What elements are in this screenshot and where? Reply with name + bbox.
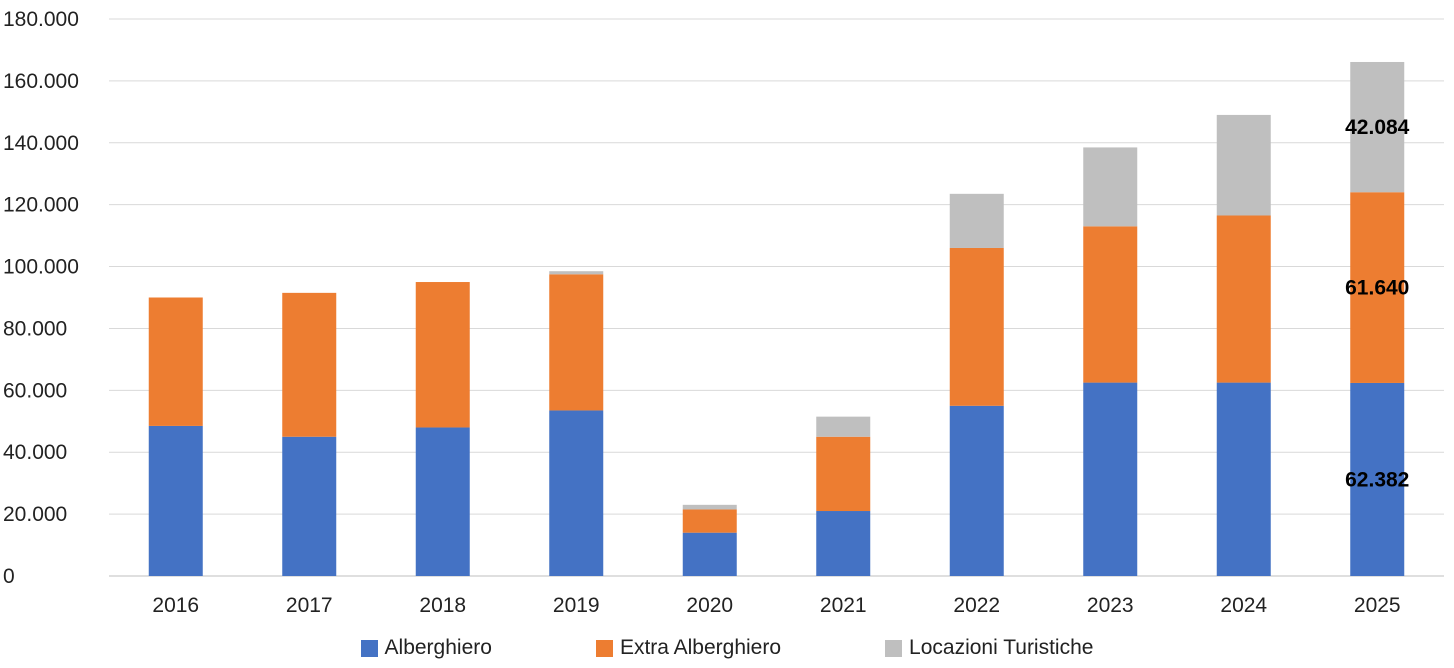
y-tick-label: 180.000 — [3, 8, 79, 31]
x-tick-label: 2020 — [686, 594, 733, 617]
bar-alberghiero-2016 — [148, 425, 203, 576]
bar-extra-alberghiero-2024 — [1216, 215, 1271, 383]
legend-item-locazioni-turistiche: Locazioni Turistiche — [885, 636, 1093, 660]
data-label-alberghiero-2025: 62.382 — [1345, 468, 1409, 491]
bar-extra-alberghiero-2021 — [816, 436, 871, 512]
legend-label-extra-alberghiero: Extra Alberghiero — [619, 636, 782, 659]
data-label-extra-alberghiero-2025: 61.640 — [1345, 277, 1409, 300]
bar-locazioni-turistiche-2023 — [1083, 147, 1138, 227]
x-tick-label: 2018 — [419, 594, 466, 617]
y-axis-tick-labels: 0 20.000 40.000 60.000 80.000 100.000 120.000 1… — [3, 8, 79, 588]
bar-extra-alberghiero-2025 — [1350, 192, 1405, 383]
legend: Alberghiero Extra Alberghiero Locazioni … — [0, 636, 1454, 660]
y-tick-label: 0 — [3, 565, 15, 588]
bar-alberghiero-2024 — [1216, 382, 1271, 576]
bar-alberghiero-2022 — [949, 405, 1004, 576]
bar-locazioni-turistiche-2025 — [1350, 61, 1405, 193]
bar-extra-alberghiero-2019 — [549, 274, 604, 411]
bar-extra-alberghiero-2018 — [415, 282, 470, 428]
y-tick-label: 100.000 — [3, 256, 79, 279]
bar-alberghiero-2023 — [1083, 382, 1138, 576]
bar-extra-alberghiero-2023 — [1083, 226, 1138, 383]
y-tick-label: 140.000 — [3, 132, 79, 155]
y-tick-label: 40.000 — [3, 441, 67, 464]
bar-extra-alberghiero-2016 — [148, 297, 203, 426]
x-tick-label: 2024 — [1220, 594, 1267, 617]
y-tick-label: 60.000 — [3, 379, 67, 402]
bars — [148, 61, 1405, 576]
y-tick-label: 20.000 — [3, 503, 67, 526]
bar-locazioni-turistiche-2020 — [682, 504, 737, 510]
data-label-locazioni-turistiche-2025: 42.084 — [1345, 116, 1410, 139]
y-tick-label: 80.000 — [3, 317, 67, 340]
y-tick-label: 160.000 — [3, 70, 79, 93]
y-tick-label: 120.000 — [3, 194, 79, 217]
legend-swatch-extra-alberghiero — [595, 639, 613, 657]
x-tick-label: 2016 — [152, 594, 199, 617]
bar-alberghiero-2021 — [816, 511, 871, 576]
x-tick-label: 2025 — [1354, 594, 1401, 617]
bar-alberghiero-2019 — [549, 410, 604, 576]
legend-item-alberghiero: Alberghiero — [360, 636, 492, 660]
legend-swatch-alberghiero — [360, 639, 378, 657]
legend-item-extra-alberghiero: Extra Alberghiero — [595, 636, 782, 660]
legend-label-locazioni-turistiche: Locazioni Turistiche — [909, 636, 1094, 659]
bar-locazioni-turistiche-2019 — [549, 271, 604, 275]
x-tick-label: 2017 — [286, 594, 333, 617]
x-tick-label: 2019 — [553, 594, 600, 617]
bar-locazioni-turistiche-2021 — [816, 416, 871, 437]
bar-alberghiero-2025 — [1350, 382, 1405, 576]
x-tick-label: 2021 — [820, 594, 867, 617]
bar-alberghiero-2020 — [682, 532, 737, 576]
data-labels: 62.382 61.640 42.084 — [1345, 116, 1410, 491]
bar-extra-alberghiero-2017 — [282, 292, 337, 437]
bar-extra-alberghiero-2022 — [949, 247, 1004, 406]
x-tick-label: 2022 — [953, 594, 1000, 617]
bar-locazioni-turistiche-2022 — [949, 193, 1004, 248]
x-axis-tick-labels: 2016 2017 2018 2019 2020 2021 2022 2023 2024 2025 — [152, 594, 1400, 617]
legend-swatch-locazioni-turistiche — [885, 639, 903, 657]
bar-extra-alberghiero-2020 — [682, 509, 737, 533]
bar-locazioni-turistiche-2024 — [1216, 114, 1271, 216]
bar-alberghiero-2018 — [415, 427, 470, 576]
x-tick-label: 2023 — [1087, 594, 1134, 617]
bar-alberghiero-2017 — [282, 436, 337, 576]
stacked-bar-chart: 0 20.000 40.000 60.000 80.000 100.000 120.000 1… — [3, 8, 1444, 617]
legend-label-alberghiero: Alberghiero — [384, 636, 492, 659]
